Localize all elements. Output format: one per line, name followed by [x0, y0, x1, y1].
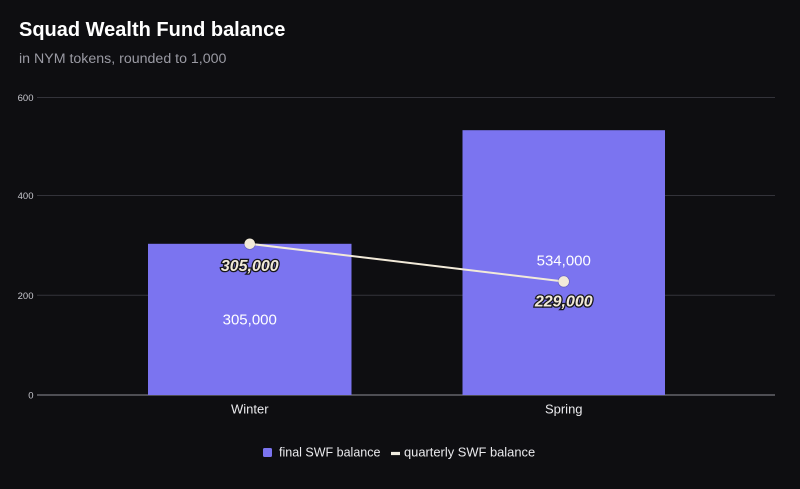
svg-text:Spring: Spring [545, 402, 583, 417]
svg-text:Winter: Winter [231, 402, 269, 417]
svg-text:600: 600 [18, 93, 34, 104]
svg-text:534,000: 534,000 [537, 252, 591, 269]
svg-text:305,000: 305,000 [221, 258, 279, 275]
svg-text:0: 0 [28, 391, 33, 402]
svg-text:200: 200 [18, 291, 34, 302]
svg-text:quarterly SWF balance: quarterly SWF balance [404, 445, 535, 460]
svg-text:400: 400 [18, 191, 34, 202]
svg-text:305,000: 305,000 [223, 312, 277, 329]
svg-text:final SWF balance: final SWF balance [279, 446, 380, 460]
svg-text:229,000: 229,000 [534, 294, 593, 311]
